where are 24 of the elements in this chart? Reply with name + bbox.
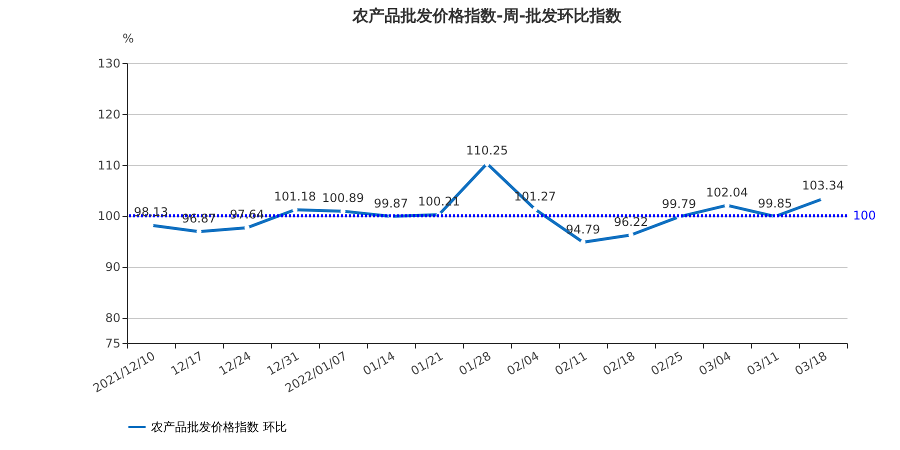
data-label: 96.87 xyxy=(182,212,216,226)
data-label: 103.34 xyxy=(802,178,844,193)
y-tick-label: 130 xyxy=(98,56,120,70)
data-label: 101.18 xyxy=(274,190,316,204)
data-label: 94.79 xyxy=(566,222,600,236)
data-label: 98.13 xyxy=(134,205,168,220)
chart-title: 农产品批发价格指数-周-批发环比指数 xyxy=(351,6,623,25)
legend-label: 农产品批发价格指数 环比 xyxy=(151,420,287,434)
y-tick-label: 120 xyxy=(98,107,120,122)
data-label: 102.04 xyxy=(706,185,748,200)
y-tick-label: 100 xyxy=(98,209,120,224)
data-label: 99.85 xyxy=(758,196,792,210)
data-label: 99.87 xyxy=(374,196,408,210)
ref-line-label: 100 xyxy=(853,208,876,223)
y-tick-label: 90 xyxy=(105,260,120,274)
y-tick-label: 75 xyxy=(105,336,120,350)
data-label: 96.22 xyxy=(614,214,648,229)
data-label: 100.89 xyxy=(322,191,364,206)
data-label: 99.79 xyxy=(662,196,696,211)
y-tick-label: 110 xyxy=(98,158,120,172)
data-label: 110.25 xyxy=(466,144,508,158)
y-axis-title: % xyxy=(122,32,134,46)
y-tick-label: 80 xyxy=(105,311,120,326)
data-label: 97.64 xyxy=(230,208,264,222)
